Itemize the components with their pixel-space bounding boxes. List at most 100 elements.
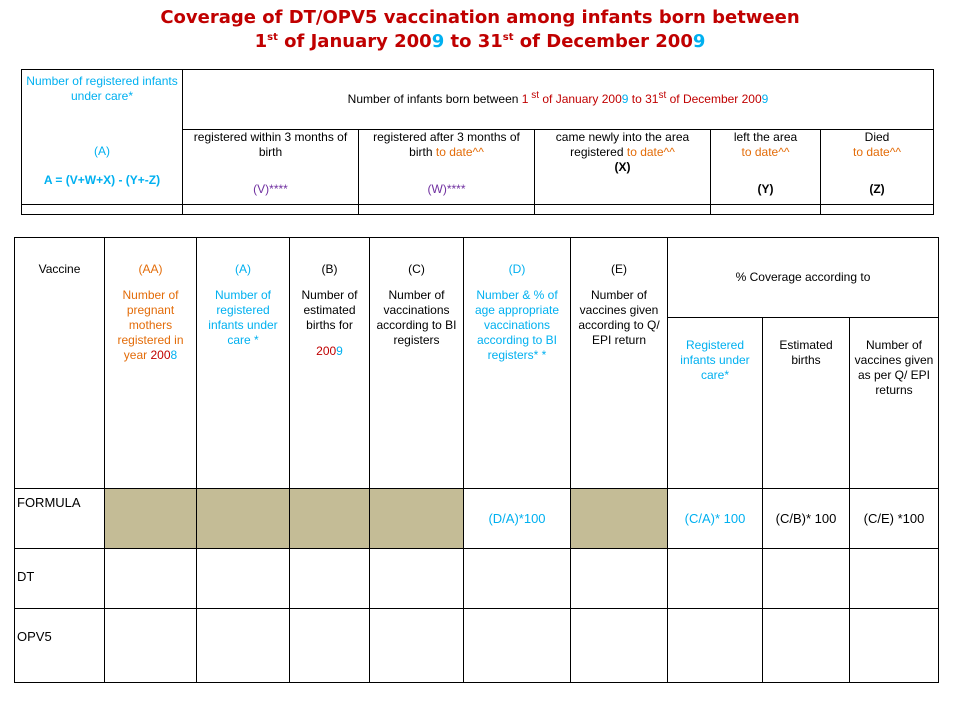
data-cell xyxy=(762,608,850,683)
col-w-header: registered after 3 months of birth to da… xyxy=(358,129,535,205)
data-cell xyxy=(463,608,571,683)
formula-cell-shaded xyxy=(570,488,668,549)
col-code: (W)**** xyxy=(427,182,466,196)
formula-d: (D/A)*100 xyxy=(463,488,571,549)
coverage-col-registered: Registered infants under care* xyxy=(667,317,763,489)
row-label-dt: DT xyxy=(14,548,105,609)
birth-period-header: Number of infants born between 1 st of J… xyxy=(181,69,935,130)
registered-infants-cell: Number of registered infants under care*… xyxy=(21,69,183,205)
col-code: (V)**** xyxy=(253,182,288,196)
title-text: of December 200 xyxy=(513,31,693,52)
data-cell xyxy=(289,548,370,609)
col-code: (B) xyxy=(321,262,338,276)
col-code: (Y) xyxy=(757,182,774,196)
formula-coverage-estimated: (C/B)* 100 xyxy=(762,488,850,549)
col-code: (A) xyxy=(235,262,251,276)
registered-infants-label: Number of registered infants under care* xyxy=(26,74,178,103)
col-e-header: (E) Number of vaccines given according t… xyxy=(570,237,668,489)
coverage-col-estimated: Estimated births xyxy=(762,317,850,489)
col-label: Died xyxy=(864,130,890,145)
col-label-highlight: to date^^ xyxy=(741,145,790,159)
header-text: Number of infants born between xyxy=(347,92,522,106)
col-code: (X) xyxy=(614,160,631,174)
formula-coverage-q-epi: (C/E) *100 xyxy=(849,488,939,549)
col-b-header: (B) Number of estimated births for 2009 xyxy=(289,237,370,489)
data-cell xyxy=(21,204,183,215)
header-year-digit: 9 xyxy=(621,92,629,106)
col-label-highlight: to date^^ xyxy=(626,145,675,159)
col-d-header: (D) Number & % of age appropriate vaccin… xyxy=(463,237,571,489)
col-label: Number & % of age appropriate vaccinatio… xyxy=(474,288,560,362)
col-label: Number of estimated births for xyxy=(301,288,358,332)
title-text: to 31 xyxy=(444,31,503,52)
col-label: Number of pregnant mothers registered in… xyxy=(117,288,184,362)
title-year-digit: 9 xyxy=(692,31,706,52)
col-c-header: (C) Number of vaccinations according to … xyxy=(369,237,464,489)
col-label: came newly into the area registered xyxy=(555,130,690,160)
col-code: (Z) xyxy=(869,182,885,196)
title-sup: st xyxy=(267,32,278,43)
col-code: (AA) xyxy=(138,262,163,276)
header-text: of December 200 xyxy=(666,92,762,106)
header-text: of January 200 xyxy=(539,92,622,106)
coverage-col-q-epi: Number of vaccines given as per Q/ EPI r… xyxy=(849,317,939,489)
col-code: (D) xyxy=(508,262,526,276)
data-cell xyxy=(358,204,535,215)
data-cell xyxy=(570,548,668,609)
title-line-2: 1st of January 2009 to 31st of December … xyxy=(0,30,960,54)
registered-infants-code: (A) xyxy=(94,144,110,158)
data-cell xyxy=(104,548,197,609)
data-cell xyxy=(710,204,821,215)
col-a-header: (A) Number of registered infants under c… xyxy=(196,237,290,489)
formula-coverage-registered: (C/A)* 100 xyxy=(667,488,763,549)
col-v-header: registered within 3 months of birth (V)*… xyxy=(182,129,359,205)
data-cell xyxy=(570,608,668,683)
formula-cell-shaded xyxy=(369,488,464,549)
data-cell xyxy=(369,548,464,609)
title-sup: st xyxy=(502,32,514,43)
data-cell xyxy=(369,608,464,683)
header-text: to 31 xyxy=(628,92,659,106)
data-cell xyxy=(196,548,290,609)
vaccine-header: Vaccine xyxy=(14,237,105,489)
data-cell xyxy=(849,608,939,683)
col-label: Number of vaccinations according to BI r… xyxy=(376,288,457,347)
data-cell xyxy=(667,608,763,683)
title-year-digit: 9 xyxy=(431,31,445,52)
data-cell xyxy=(104,608,197,683)
title-line-1: Coverage of DT/OPV5 vaccination among in… xyxy=(160,7,800,28)
col-code: (C) xyxy=(408,262,425,276)
col-year-digit: 9 xyxy=(336,344,343,358)
header-year-digit: 9 xyxy=(761,92,769,106)
data-cell xyxy=(762,548,850,609)
col-year-digit: 8 xyxy=(170,348,178,362)
data-cell xyxy=(182,204,359,215)
col-year: 200 xyxy=(150,348,171,362)
registered-infants-formula: A = (V+W+X) - (Y+-Z) xyxy=(43,173,161,187)
vaccination-coverage-table: Vaccine (AA) Number of pregnant mothers … xyxy=(14,237,939,683)
header-text: 1 xyxy=(521,92,529,106)
data-cell xyxy=(849,548,939,609)
col-aa-header: (AA) Number of pregnant mothers register… xyxy=(104,237,197,489)
page-title: Coverage of DT/OPV5 vaccination among in… xyxy=(0,6,960,54)
col-label: left the area xyxy=(733,130,798,145)
coverage-header: % Coverage according to xyxy=(667,237,939,318)
data-cell xyxy=(463,548,571,609)
header-sup: st xyxy=(658,90,667,101)
col-label-highlight: to date^^ xyxy=(853,145,901,159)
header-sup: st xyxy=(528,90,540,101)
data-cell xyxy=(289,608,370,683)
data-cell xyxy=(196,608,290,683)
formula-cell-shaded xyxy=(289,488,370,549)
col-label: Number of registered infants under care … xyxy=(208,288,278,347)
col-label-highlight: to date^^ xyxy=(435,145,484,159)
col-z-header: Died to date^^ (Z) xyxy=(819,129,935,205)
col-y-header: left the area to date^^ (Y) xyxy=(710,129,821,205)
title-text: 1 xyxy=(254,31,268,52)
data-cell xyxy=(534,204,711,215)
data-cell xyxy=(667,548,763,609)
title-text: of January 200 xyxy=(277,31,432,52)
col-label: registered within 3 months of birth xyxy=(193,130,348,160)
col-label: Number of vaccines given according to Q/… xyxy=(578,288,660,347)
col-year: 200 xyxy=(316,344,337,358)
